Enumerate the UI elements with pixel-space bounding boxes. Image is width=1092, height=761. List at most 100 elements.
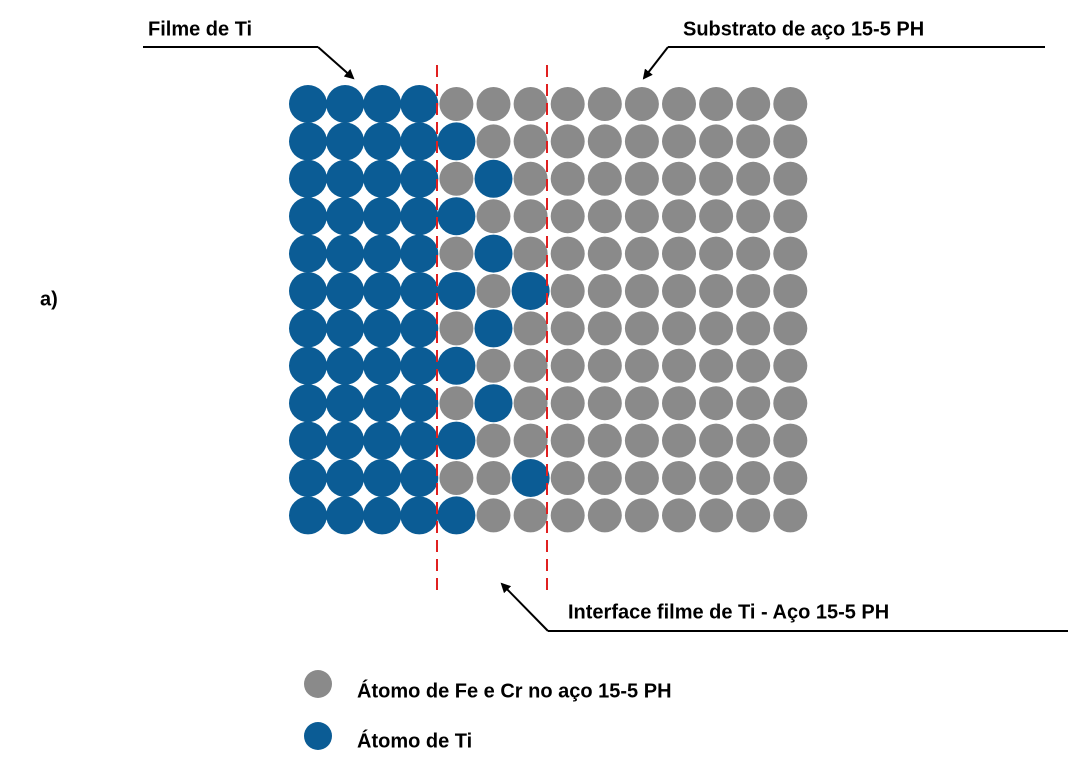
- fe-cr-atom: [699, 199, 734, 234]
- fe-cr-atom: [476, 124, 511, 159]
- fe-cr-atom: [736, 423, 771, 458]
- fe-cr-atom: [736, 348, 771, 383]
- fe-cr-atom: [476, 461, 511, 495]
- ti-atom: [474, 384, 513, 423]
- fe-cr-atom: [699, 274, 734, 308]
- ti-atom: [363, 159, 402, 198]
- fe-cr-atom: [736, 498, 771, 533]
- ti-atom: [400, 459, 439, 497]
- fe-cr-atom: [736, 124, 771, 159]
- fe-cr-atom: [736, 161, 771, 196]
- ti-atom: [474, 234, 513, 273]
- ti-atom: [326, 346, 365, 385]
- fe-cr-atom: [550, 498, 585, 533]
- fe-cr-atom: [550, 386, 585, 421]
- fe-cr-atom: [550, 236, 585, 271]
- fe-cr-atom: [587, 161, 622, 196]
- ti-atom: [400, 234, 439, 273]
- fe-cr-atom: [662, 87, 696, 121]
- ti-atom: [437, 346, 476, 385]
- ti-atom: [400, 272, 439, 310]
- fe-cr-atom: [773, 274, 808, 308]
- ti-atom: [326, 384, 365, 423]
- film-label: Filme de Ti: [148, 18, 252, 40]
- fe-cr-atom: [736, 311, 771, 346]
- interface-label: Interface filme de Ti - Aço 15-5 PH: [568, 601, 889, 623]
- ti-atom: [326, 159, 365, 198]
- ti-atom: [289, 85, 327, 123]
- fe-cr-atom: [662, 423, 696, 458]
- fe-cr-atom: [587, 498, 622, 533]
- fe-cr-atom: [736, 87, 771, 121]
- ti-atom: [326, 459, 365, 497]
- fe-cr-atom: [773, 423, 808, 458]
- fe-cr-atom: [773, 161, 808, 196]
- fe-cr-atom: [550, 199, 585, 234]
- fe-cr-atom: [624, 386, 659, 421]
- arrow: [317, 46, 355, 80]
- fe-cr-atom: [773, 461, 808, 495]
- ti-atom: [437, 197, 476, 236]
- ti-atom: [289, 122, 327, 161]
- fe-cr-atom: [513, 311, 548, 346]
- fe-cr-atom: [662, 161, 696, 196]
- fe-cr-atom: [773, 498, 808, 533]
- fe-cr-atom: [587, 87, 622, 121]
- fe-cr-atom: [662, 236, 696, 271]
- ti-atom: [511, 459, 550, 497]
- fe-cr-atom: [550, 461, 585, 495]
- fe-cr-atom: [624, 423, 659, 458]
- fe-cr-atom: [550, 124, 585, 159]
- arrow: [642, 46, 669, 80]
- legend-swatch: [304, 670, 332, 698]
- ti-atom: [437, 272, 476, 310]
- fe-cr-atom: [476, 348, 511, 383]
- fe-cr-atom: [476, 199, 511, 234]
- fe-cr-atom: [773, 87, 808, 121]
- fe-cr-atom: [736, 274, 771, 308]
- fe-cr-atom: [513, 87, 548, 121]
- fe-cr-atom: [513, 161, 548, 196]
- fe-cr-atom: [587, 274, 622, 308]
- ti-atom: [326, 309, 365, 348]
- fe-cr-atom: [699, 87, 734, 121]
- fe-cr-atom: [662, 348, 696, 383]
- ti-atom: [326, 85, 365, 123]
- fe-cr-atom: [587, 348, 622, 383]
- ti-atom: [437, 496, 476, 535]
- ti-atom: [289, 496, 327, 535]
- ti-atom: [326, 421, 365, 460]
- ti-atom: [363, 496, 402, 535]
- fe-cr-atom: [439, 161, 474, 196]
- ti-atom: [363, 459, 402, 497]
- ti-atom: [326, 496, 365, 535]
- ti-atom: [289, 459, 327, 497]
- legend-label: Átomo de Fe e Cr no aço 15-5 PH: [357, 679, 672, 702]
- fe-cr-atom: [587, 311, 622, 346]
- ti-atom: [363, 122, 402, 161]
- ti-atom: [326, 122, 365, 161]
- fe-cr-atom: [699, 498, 734, 533]
- fe-cr-atom: [662, 124, 696, 159]
- fe-cr-atom: [662, 498, 696, 533]
- ti-atom: [400, 159, 439, 198]
- fe-cr-atom: [587, 461, 622, 495]
- fe-cr-atom: [773, 124, 808, 159]
- ti-atom: [437, 122, 476, 161]
- fe-cr-atom: [587, 236, 622, 271]
- fe-cr-atom: [736, 236, 771, 271]
- fe-cr-atom: [550, 274, 585, 308]
- fe-cr-atom: [662, 386, 696, 421]
- fe-cr-atom: [699, 386, 734, 421]
- ti-atom: [400, 496, 439, 535]
- fe-cr-atom: [773, 236, 808, 271]
- ti-atom: [511, 272, 550, 310]
- fe-cr-atom: [624, 236, 659, 271]
- ti-atom: [363, 309, 402, 348]
- fe-cr-atom: [624, 199, 659, 234]
- fe-cr-atom: [699, 161, 734, 196]
- fe-cr-atom: [550, 87, 585, 121]
- ti-atom: [326, 234, 365, 273]
- ti-atom: [289, 309, 327, 348]
- ti-atom: [400, 384, 439, 423]
